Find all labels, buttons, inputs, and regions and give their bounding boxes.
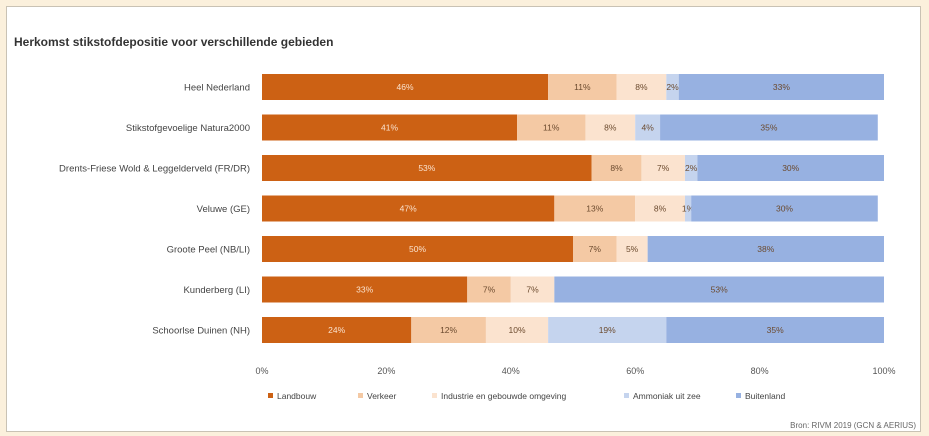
data-label: 2% [666,82,679,92]
source-note: Bron: RIVM 2019 (GCN & AERIUS) [790,421,916,430]
bar-segment [591,155,642,181]
data-label: 41% [381,123,398,133]
bar-segment [262,317,412,343]
bar-segment [262,74,549,100]
category-labels: Heel Nederland Stikstofgevoelige Natura20… [59,83,250,337]
legend-label: Industrie en gebouwde omgeving [441,391,566,401]
bar-segment [548,74,617,100]
legend-label: Landbouw [277,391,317,401]
data-label: 8% [635,82,648,92]
data-label: 30% [776,204,793,214]
x-tick-label: 40% [502,366,520,376]
legend-swatch [358,393,363,398]
bar-segment [485,317,549,343]
legend-label: Verkeer [367,391,396,401]
bars-group: 46% 11% 8% 2% 33% 41% 11% 8% 4% 35% 53% 8% 7% 2% 30% 47… [262,74,884,343]
data-label: 19% [599,325,616,335]
x-tick-label: 0% [255,366,268,376]
category-label: Schoorlse Duinen (NH) [152,326,250,337]
bar-segment [467,276,511,303]
bar-segment [585,114,636,141]
bar-segment [647,236,884,262]
data-label: 7% [483,285,496,295]
data-label: 1% [682,204,695,214]
data-label: 2% [685,163,698,173]
category-label: Veluwe (GE) [197,204,250,215]
legend: Landbouw Verkeer Industrie en gebouwde omg… [268,391,785,401]
bar-segment [548,317,667,343]
bar-segment [411,317,486,343]
bar-segment [554,276,884,303]
data-label: 11% [543,123,560,133]
x-tick-label: 80% [751,366,769,376]
bar-segment [616,74,667,100]
legend-swatch [432,393,437,398]
data-label: 13% [586,204,603,214]
data-label: 8% [654,204,667,214]
data-label: 7% [657,163,670,173]
data-label: 47% [400,204,417,214]
bar-segment [641,155,685,181]
bar-segment [262,195,555,222]
data-label: 33% [773,82,790,92]
bar-segment [678,74,884,100]
data-label: 38% [757,244,774,254]
category-label: Heel Nederland [184,83,250,94]
bar-segment [666,74,679,100]
data-label: 11% [574,82,591,92]
data-label: 35% [760,123,777,133]
bar-segment [684,195,692,222]
category-label: Groote Peel (NB/LI) [167,245,250,256]
data-label: 53% [418,163,435,173]
data-label: 50% [409,244,426,254]
bar-segment [262,155,592,181]
legend-swatch [624,393,629,398]
x-tick-label: 60% [626,366,644,376]
data-label: 8% [610,163,623,173]
bar-segment [635,195,685,222]
data-label: 4% [641,123,654,133]
data-label: 7% [526,285,539,295]
bar-segment [697,155,884,181]
category-label: Drents-Friese Wold & Leggelderveld (FR/D… [59,164,250,175]
bar-segment [517,114,586,141]
data-label: 5% [626,244,639,254]
bar-segment [573,236,617,262]
category-label: Kunderberg (LI) [183,285,250,296]
bar-segment [684,155,698,181]
chart-title: Herkomst stikstofdepositie voor verschil… [14,35,333,49]
category-label: Stikstofgevoelige Natura2000 [126,123,250,134]
x-tick-label: 20% [377,366,395,376]
data-label: 35% [767,325,784,335]
bar-segment [510,276,555,303]
data-label: 30% [782,163,799,173]
data-label: 8% [604,123,617,133]
bar-segment [616,236,648,262]
data-label: 12% [440,325,457,335]
data-label: 7% [589,244,602,254]
bar-segment [262,276,468,303]
x-axis-ticks: 0% 20% 40% 60% 80% 100% [255,366,895,376]
bar-segment [262,114,518,141]
legend-swatch [268,393,273,398]
data-label: 24% [328,325,345,335]
bar-segment [666,317,884,343]
bar-segment [554,195,636,222]
data-label: 33% [356,285,373,295]
bar-segment [660,114,878,141]
x-tick-label: 100% [872,366,895,376]
data-label: 53% [711,285,728,295]
legend-label: Ammoniak uit zee [633,391,701,401]
bar-segment [262,236,573,262]
data-label: 46% [397,82,414,92]
bar-segment [691,195,878,222]
legend-label: Buitenland [745,391,785,401]
legend-swatch [736,393,741,398]
bar-segment [635,114,661,141]
data-label: 10% [509,325,526,335]
